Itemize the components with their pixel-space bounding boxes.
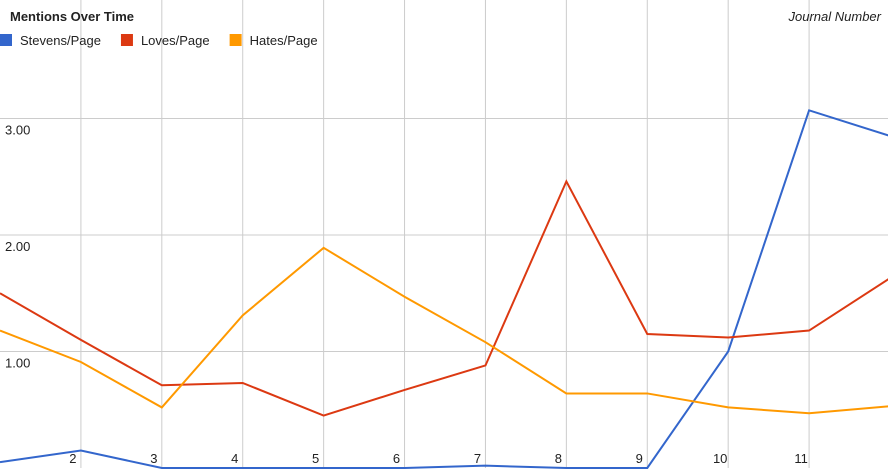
x-tick-label: 10 [713, 451, 727, 466]
x-tick-label: 5 [312, 451, 319, 466]
legend-label: Stevens/Page [20, 33, 101, 48]
x-tick-label: 8 [555, 451, 562, 466]
x-axis-title: Journal Number [788, 9, 882, 24]
y-tick-label: 3.00 [5, 123, 30, 138]
x-tick-label: 3 [150, 451, 157, 466]
line-series [0, 179, 888, 417]
x-tick-label: 9 [636, 451, 643, 466]
chart-title: Mentions Over Time [10, 9, 134, 24]
y-tick-label: 2.00 [5, 239, 30, 254]
legend-swatch [229, 34, 242, 46]
x-tick-label: 6 [393, 451, 400, 466]
y-tick-label: 1.00 [5, 356, 30, 371]
x-tick-label: 7 [474, 451, 481, 466]
x-tick-label: 2 [69, 451, 76, 466]
line-series [0, 246, 888, 415]
x-tick-label: 4 [231, 451, 238, 466]
legend-label: Loves/Page [141, 33, 210, 48]
legend-swatch [120, 34, 133, 46]
legend-swatch [0, 34, 12, 46]
x-tick-label: 11 [794, 451, 808, 466]
legend-label: Hates/Page [250, 33, 318, 48]
line-series [0, 109, 888, 469]
